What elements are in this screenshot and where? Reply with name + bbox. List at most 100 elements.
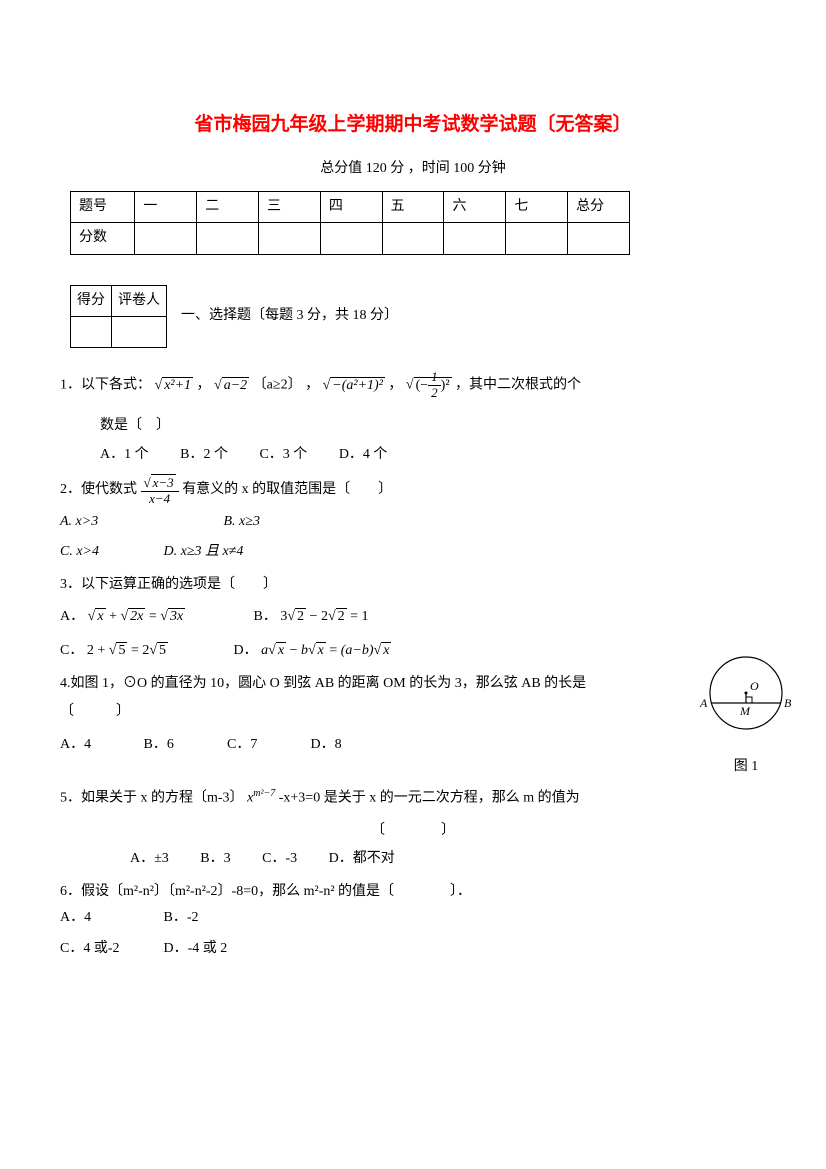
section-1-label: 一、选择题〔每题 3 分，共 18 分〕 [181,305,398,327]
q2-options-row2: C. x>4 D. x≥3 且 x≠4 [60,541,766,563]
question-3: 3．以下运算正确的选项是〔 〕 A． √x + √2x = √3x B． 3√2… [60,574,766,663]
frac-num: √x−3 [141,476,179,492]
q2-prefix: 2．使代数式 [60,482,137,497]
q4-stem2: 〔 〕 [60,701,766,723]
empty-cell [506,223,568,254]
table-row: 分数 [71,223,630,254]
coeff: a [261,643,268,658]
q2-options-row1: A. x>3 B. x≥3 [60,511,766,533]
option-c: C．7 [227,734,307,756]
circle-icon: O A B M [696,653,796,748]
option-b: B．2 个 [180,444,228,466]
empty-cell [135,223,197,254]
exam-title: 省市梅园九年级上学期期中考试数学试题〔无答案〕 [60,110,766,140]
q1-expr-4: √(−12)² [406,370,452,401]
opt-prefix: B． [254,609,277,624]
empty-cell [71,316,112,347]
option-d: D．-4 或 2 [164,941,228,956]
option-d: D． a√x − b√x = (a−b)√x [234,643,392,658]
opt-prefix: D． [234,643,258,658]
q1-suffix: ，其中二次根式的个 [455,378,581,393]
radicand: x²+1 [162,377,193,393]
empty-cell [259,223,321,254]
q6-options-row2: C．4 或-2 D．-4 或 2 [60,938,766,960]
empty-cell [320,223,382,254]
option-d: D．4 个 [339,444,388,466]
option-c: C． 2 + √5 = 2√5 [60,640,230,662]
q1-expr-2: √a−2 [214,375,249,397]
table-row [71,316,167,347]
coeff: 3 [280,609,287,624]
option-a: A．±3 [130,848,169,870]
option-a: A．4 [60,907,160,929]
radicand: −(a²+1)² [330,377,385,393]
q1-cond: 〔a≥2〕 [253,378,302,393]
q1-line2: 数是〔 〕 [100,415,766,437]
scorer-table: 得分 评卷人 [70,285,167,349]
frac-den: 2 [428,386,441,401]
radicand: a−2 [222,377,249,393]
q5-stem1: 5．如果关于 x 的方程〔m-3〕 xm²−7 -x+3=0 是关于 x 的一元… [60,786,766,810]
q1-stem: 1．以下各式： √x²+1 ， √a−2 〔a≥2〕 ， √−(a²+1)² ，… [60,370,766,401]
option-d: D．都不对 [329,848,395,870]
header-cell: 六 [444,191,506,222]
exp-sup: m²−7 [253,788,275,799]
radicand: 2 [295,608,306,624]
question-6: 6．假设〔m²-n²〕〔m²-n²-2〕-8=0，那么 m²-n² 的值是〔 〕… [60,881,766,960]
radicand: x [95,608,105,624]
coeff: (a−b) [341,643,374,658]
option-d: D. x≥3 且 x≠4 [164,544,244,559]
option-c: C. x>4 [60,541,160,563]
option-a: A． √x + √2x = √3x [60,606,250,628]
figure-1: O A B M 图 1 [696,653,796,779]
svg-text:O: O [750,679,759,693]
radicand: 2x [128,608,145,624]
option-c: C．4 或-2 [60,938,160,960]
coeff: 2 [142,643,149,658]
header-cell: 题号 [71,191,135,222]
radicand: 5 [116,642,127,658]
option-b: B．3 [200,848,230,870]
q5-options: A．±3 B．3 C．-3 D．都不对 [130,848,766,870]
q6-stem: 6．假设〔m²-n²〕〔m²-n²-2〕-8=0，那么 m²-n² 的值是〔 〕… [60,881,766,903]
svg-text:B: B [784,696,792,710]
q5-stem2: 〔 〕 [60,820,766,842]
opt-prefix: C． [60,643,83,658]
frac-num: 1 [428,370,441,386]
radicand: x [276,642,286,658]
q1-expr-3: √−(a²+1)² [323,375,385,397]
term: 2 [87,643,94,658]
exam-subtitle: 总分值 120 分 ，时间 100 分钟 [60,158,766,180]
radicand: 3x [168,608,185,624]
row-label-cell: 分数 [71,223,135,254]
q1-expr-1: √x²+1 [155,375,194,397]
q1-options: A．1 个 B．2 个 C．3 个 D．4 个 [100,444,766,466]
radicand: x [381,642,391,658]
empty-cell [112,316,167,347]
option-b: B. x≥3 [224,514,260,529]
radicand: 5 [157,642,168,658]
figure-caption: 图 1 [696,756,796,778]
option-b: B．6 [144,734,224,756]
option-d: D．8 [311,737,342,752]
q2-fraction: √x−3 x−4 [141,476,179,507]
question-2: 2．使代数式 √x−3 x−4 有意义的 x 的取值范围是〔 〕 A. x>3 … [60,476,766,564]
q5-pre: 5．如果关于 x 的方程〔m-3〕 [60,791,244,806]
coeff: 2 [321,609,328,624]
scorer-block: 得分 评卷人 一、选择题〔每题 3 分，共 18 分〕 [70,285,766,349]
q2-stem: 2．使代数式 √x−3 x−4 有意义的 x 的取值范围是〔 〕 [60,476,766,507]
radicand: x [316,642,326,658]
q1-prefix: 1．以下各式： [60,378,151,393]
result: 1 [362,609,369,624]
option-c: C．-3 [262,848,297,870]
header-cell: 七 [506,191,568,222]
option-c: C．3 个 [259,444,307,466]
q2-suffix: 有意义的 x 的取值范围是〔 〕 [182,482,392,497]
frac-den: x−4 [141,492,179,507]
coeff: b [301,643,308,658]
question-4: 4.如图 1，⊙O 的直径为 10，圆心 O 到弦 AB 的距离 OM 的长为 … [60,673,766,756]
q3-stem: 3．以下运算正确的选项是〔 〕 [60,574,766,596]
q3-row1: A． √x + √2x = √3x B． 3√2 − 2√2 = 1 [60,606,766,628]
question-5: 5．如果关于 x 的方程〔m-3〕 xm²−7 -x+3=0 是关于 x 的一元… [60,786,766,871]
header-cell: 一 [135,191,197,222]
